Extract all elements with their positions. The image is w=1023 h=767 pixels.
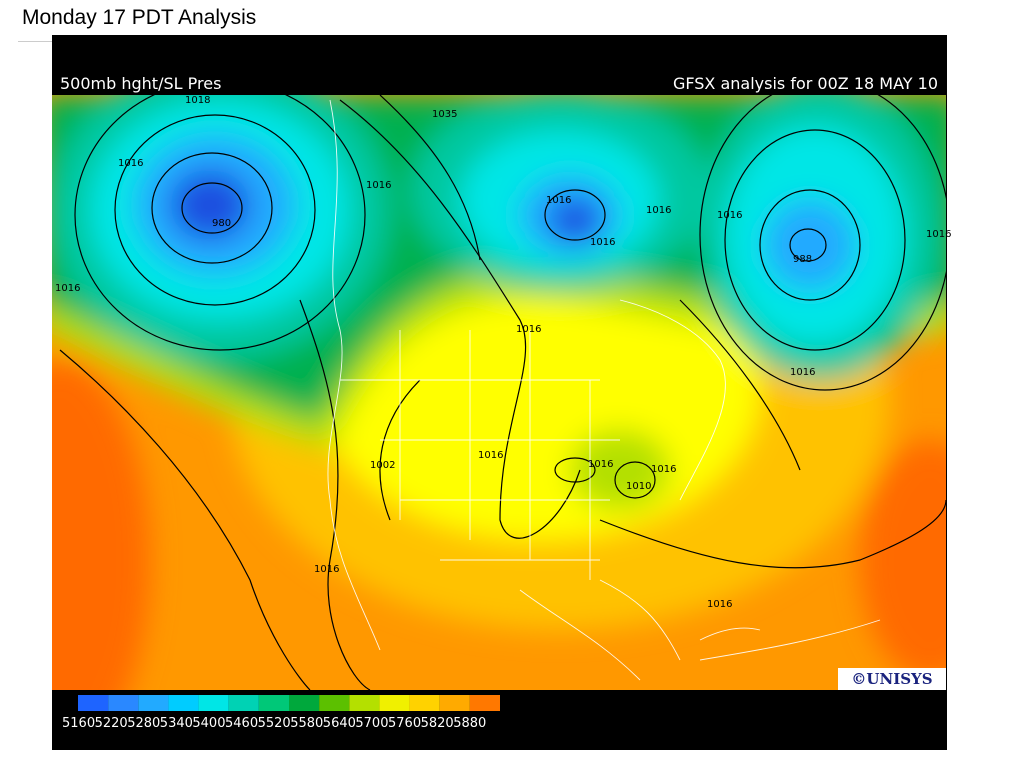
contour-label: 1016 bbox=[588, 459, 613, 470]
legend-swatch bbox=[78, 695, 109, 711]
legend-swatch bbox=[349, 695, 380, 711]
legend-label: 5280 bbox=[127, 716, 160, 731]
contour-label: 1016 bbox=[707, 599, 732, 610]
contour-label: 1016 bbox=[314, 564, 339, 575]
legend-label: 5700 bbox=[355, 716, 388, 731]
contour-label: 1016 bbox=[790, 367, 815, 378]
legend-swatch bbox=[258, 695, 289, 711]
contour-label: 1016 bbox=[646, 205, 671, 216]
title-rule bbox=[18, 41, 52, 42]
legend-label: 5340 bbox=[160, 716, 193, 731]
legend-label: 5880 bbox=[453, 716, 486, 731]
contour-label: 1016 bbox=[516, 324, 541, 335]
map-field bbox=[52, 95, 946, 690]
contour-label: 1010 bbox=[626, 481, 651, 492]
legend-label: 5760 bbox=[388, 716, 421, 731]
legend-label: 5400 bbox=[192, 716, 225, 731]
legend-label: 5220 bbox=[95, 716, 128, 731]
contour-label: 1016 bbox=[651, 464, 676, 475]
contour-label: 1035 bbox=[432, 109, 457, 120]
slide-title: Monday 17 PDT Analysis bbox=[22, 6, 257, 29]
credit-box bbox=[838, 668, 946, 690]
legend-label: 5160 bbox=[62, 716, 95, 731]
contour-label: 1016 bbox=[118, 158, 143, 169]
contour-label: 1016 bbox=[926, 229, 951, 240]
legend-swatch bbox=[379, 695, 410, 711]
legend-swatch bbox=[439, 695, 470, 711]
contour-label: 988 bbox=[793, 254, 812, 265]
contour-label: 980 bbox=[212, 218, 231, 229]
legend-swatch bbox=[228, 695, 259, 711]
contour-label: 1016 bbox=[546, 195, 571, 206]
legend-label: 5580 bbox=[290, 716, 323, 731]
contour-label: 1002 bbox=[370, 460, 395, 471]
contour-label: 1016 bbox=[478, 450, 503, 461]
legend-swatch bbox=[409, 695, 440, 711]
map-left-label: 500mb hght/SL Pres bbox=[60, 74, 221, 93]
legend-swatch bbox=[168, 695, 199, 711]
legend-swatch bbox=[469, 695, 500, 711]
legend-label: 5460 bbox=[225, 716, 258, 731]
contour-label: 1016 bbox=[55, 283, 80, 294]
legend-swatch bbox=[138, 695, 169, 711]
legend-swatch bbox=[319, 695, 350, 711]
contour-label: 1016 bbox=[717, 210, 742, 221]
map-right-label: GFSX analysis for 00Z 18 MAY 10 bbox=[673, 74, 938, 93]
legend-swatch bbox=[289, 695, 320, 711]
contour-label: 1016 bbox=[590, 237, 615, 248]
legend-label: 5820 bbox=[421, 716, 454, 731]
contour-label: 1018 bbox=[185, 95, 210, 106]
legend-swatch bbox=[198, 695, 229, 711]
legend-swatch bbox=[108, 695, 139, 711]
contour-label: 1016 bbox=[366, 180, 391, 191]
legend-label: 5520 bbox=[258, 716, 291, 731]
credit: ©UNISYS bbox=[851, 670, 932, 688]
legend-label: 5640 bbox=[323, 716, 356, 731]
